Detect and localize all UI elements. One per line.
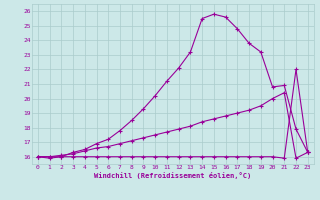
X-axis label: Windchill (Refroidissement éolien,°C): Windchill (Refroidissement éolien,°C) — [94, 172, 252, 179]
